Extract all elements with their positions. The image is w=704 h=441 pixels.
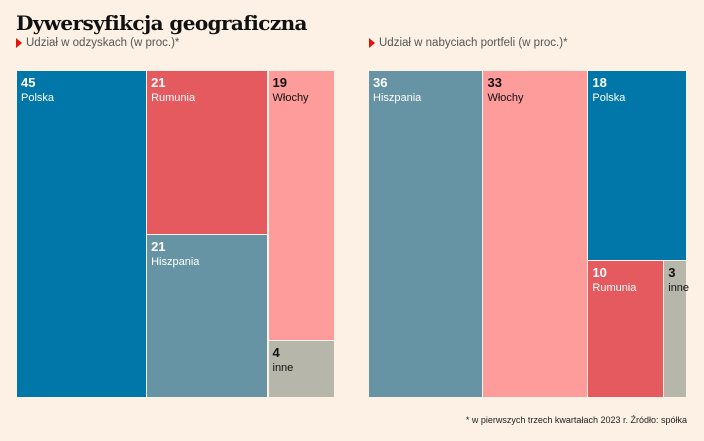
footnote: * w pierwszych trzech kwartałach 2023 r.…	[465, 415, 687, 425]
tile-value: 21	[151, 75, 166, 90]
tile-value: 33	[487, 75, 502, 90]
chart-subtitle-recoveries: Udział w odzyskach (w proc.)*	[16, 37, 179, 49]
tile-label: Włochy	[487, 92, 524, 104]
treemap-tile-inne: 4 inne	[268, 341, 335, 398]
tile-value: 4	[272, 345, 280, 361]
tile-label: Hiszpania	[373, 92, 422, 104]
subtitle-text: Udział w nabyciach portfeli (w proc.)*	[379, 37, 568, 49]
tile-value: 21	[151, 238, 166, 254]
treemap-tile-włochy: 19 Włochy	[268, 71, 335, 342]
tile-label: inne	[668, 281, 690, 294]
treemap-tile-rumunia: 21 Rumunia	[147, 71, 269, 235]
treemap-recoveries: 45 Polska 21 Rumunia 21 Hiszpania 19 Włochy 4 inn…	[17, 71, 335, 398]
tile-label: Włochy	[272, 92, 309, 104]
tile-label: inne	[272, 362, 294, 375]
tile-label: Polska	[21, 92, 55, 104]
page-title: Dywersyfikcja geograficzna	[16, 11, 307, 35]
tile-value: 3	[668, 264, 676, 280]
tile-label: Rumunia	[151, 92, 196, 104]
treemap-tile-inne: 3 inne	[664, 260, 690, 398]
treemap-tile-hiszpania: 21 Hiszpania	[147, 234, 269, 398]
tile-value: 19	[272, 75, 287, 90]
treemap-tile-hiszpania: 36 Hiszpania	[369, 71, 484, 398]
tile-value: 10	[592, 264, 607, 280]
tile-value: 18	[592, 75, 607, 90]
treemap-tile-rumunia: 10 Rumunia	[588, 260, 665, 398]
subtitle-text: Udział w odzyskach (w proc.)*	[26, 37, 180, 49]
tile-value: 45	[21, 75, 36, 90]
red-triangle-icon	[369, 38, 375, 48]
treemap-tile-polska: 45 Polska	[17, 71, 148, 398]
red-triangle-icon	[16, 38, 22, 48]
tile-value: 36	[373, 75, 388, 90]
tile-label: Polska	[592, 92, 626, 104]
treemap-tile-polska: 18 Polska	[588, 71, 687, 261]
chart-subtitle-portfolio: Udział w nabyciach portfeli (w proc.)*	[369, 37, 568, 49]
treemap-tile-włochy: 33 Włochy	[483, 71, 589, 398]
tile-label: Rumunia	[592, 281, 637, 294]
tile-label: Hiszpania	[151, 255, 200, 268]
treemap-portfolio: 36 Hiszpania 33 Włochy 18 Polska 10 Rumunia 3 inn…	[369, 71, 690, 398]
